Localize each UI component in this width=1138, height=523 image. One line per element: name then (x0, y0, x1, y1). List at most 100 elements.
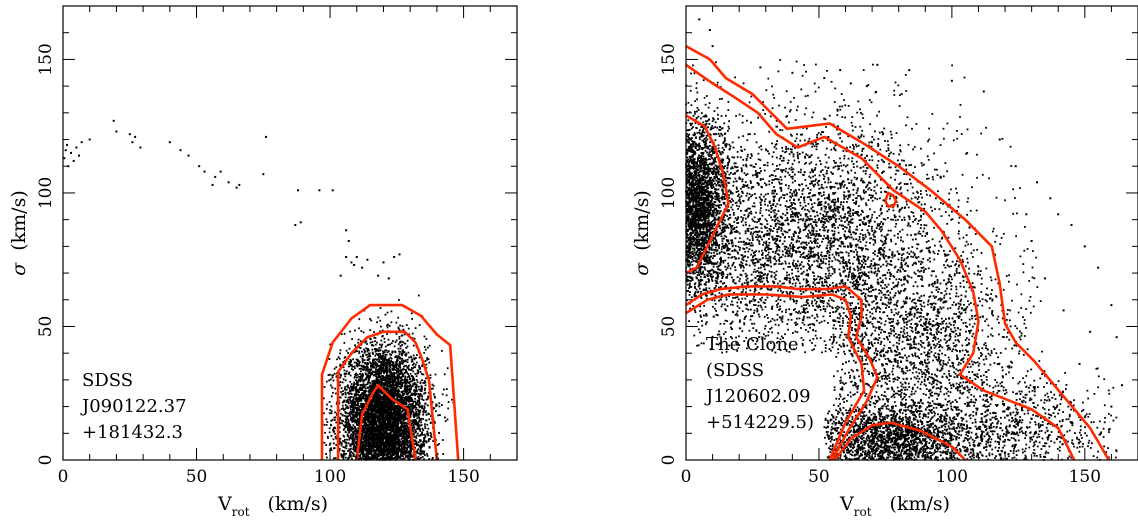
point (403, 445, 406, 448)
point (362, 353, 364, 356)
point (323, 441, 326, 444)
point (335, 392, 337, 395)
point (359, 410, 362, 413)
point (333, 426, 336, 429)
point (412, 402, 414, 405)
point (386, 333, 388, 336)
point (413, 422, 416, 424)
point (373, 424, 375, 427)
point (414, 439, 417, 442)
point (368, 431, 371, 433)
point (416, 417, 419, 420)
point (376, 397, 379, 400)
point (343, 332, 346, 335)
point (380, 457, 383, 459)
point (405, 435, 408, 438)
point (389, 438, 391, 441)
point (327, 374, 330, 376)
point (383, 341, 386, 343)
point (412, 424, 415, 426)
point (429, 432, 432, 434)
point (369, 448, 372, 451)
point (349, 396, 352, 399)
point (404, 359, 407, 362)
point (421, 404, 424, 407)
point (345, 442, 348, 445)
point (405, 403, 408, 405)
point (387, 350, 390, 352)
point (406, 417, 408, 420)
point (364, 448, 367, 450)
point (356, 373, 359, 376)
point (335, 412, 338, 415)
point (377, 316, 380, 319)
point (357, 360, 360, 362)
point (343, 399, 346, 402)
point (403, 442, 406, 444)
point (330, 447, 332, 450)
point (365, 432, 368, 435)
point (342, 434, 345, 437)
point (425, 440, 427, 443)
point (344, 430, 347, 433)
point (349, 380, 352, 383)
point (406, 454, 409, 457)
point (386, 324, 388, 327)
point (412, 393, 414, 395)
point (361, 375, 363, 378)
point (384, 354, 387, 356)
point (438, 405, 441, 408)
point (365, 373, 367, 376)
point (408, 387, 411, 390)
point (409, 444, 411, 446)
point (358, 362, 361, 364)
point (391, 391, 394, 394)
point (403, 351, 406, 354)
point (348, 449, 351, 452)
point (365, 430, 367, 433)
point (335, 437, 338, 440)
point (349, 425, 352, 428)
point (399, 367, 402, 369)
point (354, 450, 357, 453)
point (421, 450, 423, 453)
point (390, 359, 392, 362)
point (427, 432, 429, 435)
point (409, 436, 412, 439)
point (361, 397, 364, 400)
point (368, 378, 370, 381)
point (414, 366, 416, 369)
point (422, 429, 425, 432)
point (415, 434, 418, 437)
point (351, 421, 354, 423)
point (381, 402, 383, 404)
point (424, 436, 427, 439)
point (375, 427, 377, 430)
point (375, 381, 377, 384)
point (330, 405, 333, 408)
point (374, 401, 377, 403)
point (406, 371, 408, 374)
point (391, 414, 393, 417)
point (382, 382, 385, 384)
point (365, 340, 368, 343)
point (359, 449, 362, 452)
point (363, 391, 366, 393)
point (416, 354, 418, 356)
point (407, 426, 410, 429)
point (379, 409, 382, 412)
point (375, 375, 377, 377)
point (365, 363, 368, 366)
point (376, 388, 379, 391)
point (395, 437, 397, 439)
point (411, 364, 414, 366)
point (406, 339, 409, 342)
point (426, 404, 429, 407)
point (332, 428, 334, 431)
point (410, 312, 413, 315)
point (348, 452, 351, 455)
point (369, 445, 372, 447)
point (350, 437, 352, 440)
point (400, 454, 403, 457)
point (356, 363, 359, 365)
